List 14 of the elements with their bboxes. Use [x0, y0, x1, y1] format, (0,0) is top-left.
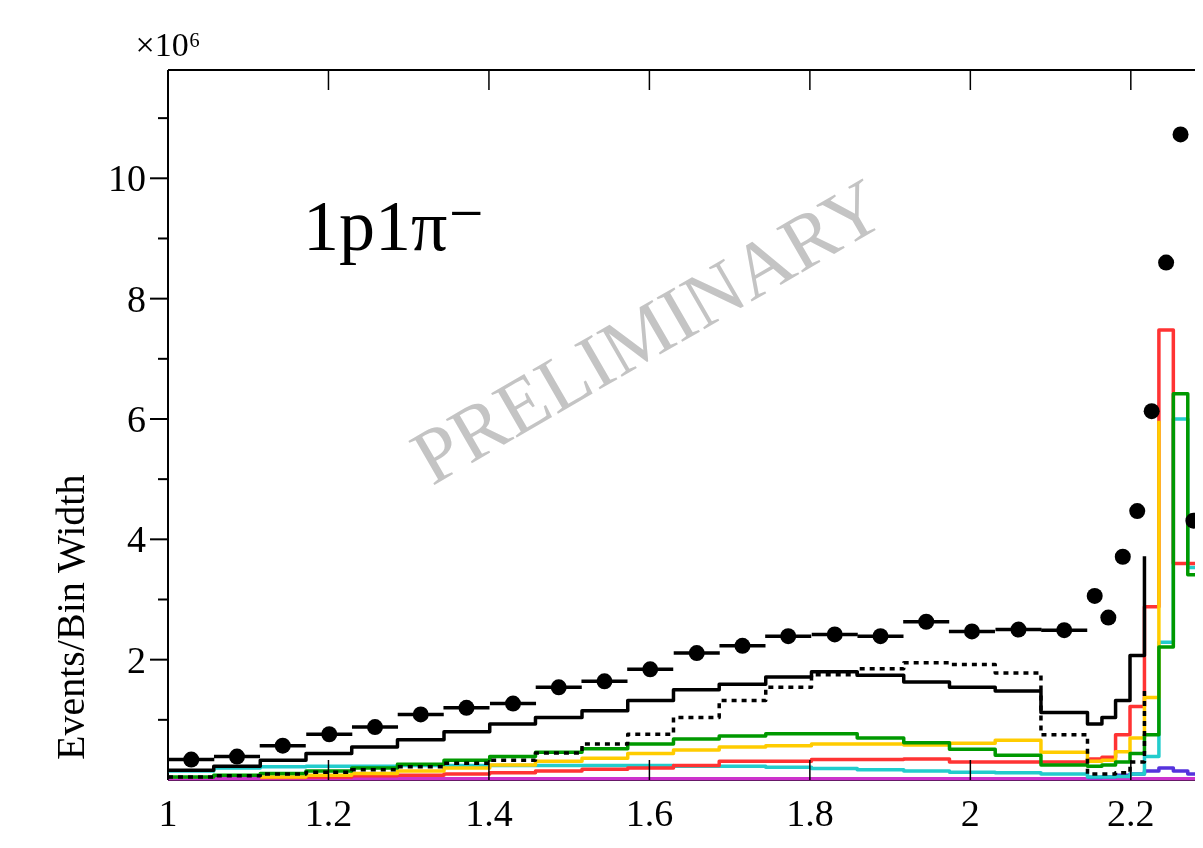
y-tick-label: 8 — [127, 277, 146, 320]
text: ×10⁶ — [135, 26, 201, 63]
x-tick-label: 1.8 — [786, 792, 834, 834]
y-tick-label: 4 — [127, 518, 146, 561]
x-tick-label: 1.4 — [465, 792, 513, 834]
y-tick-label: 6 — [127, 397, 146, 440]
y-tick-label: 10 — [108, 157, 146, 200]
x-tick-label: 2.2 — [1107, 792, 1155, 834]
y-tick-label: 2 — [127, 638, 146, 681]
x-tick-label: 1 — [158, 792, 178, 834]
y-axis-title: Events/Bin Width — [48, 474, 93, 760]
x-tick-label: 1.6 — [625, 792, 674, 834]
x-tick-label: 1.2 — [304, 792, 353, 834]
x-tick-label: 2 — [960, 792, 980, 834]
